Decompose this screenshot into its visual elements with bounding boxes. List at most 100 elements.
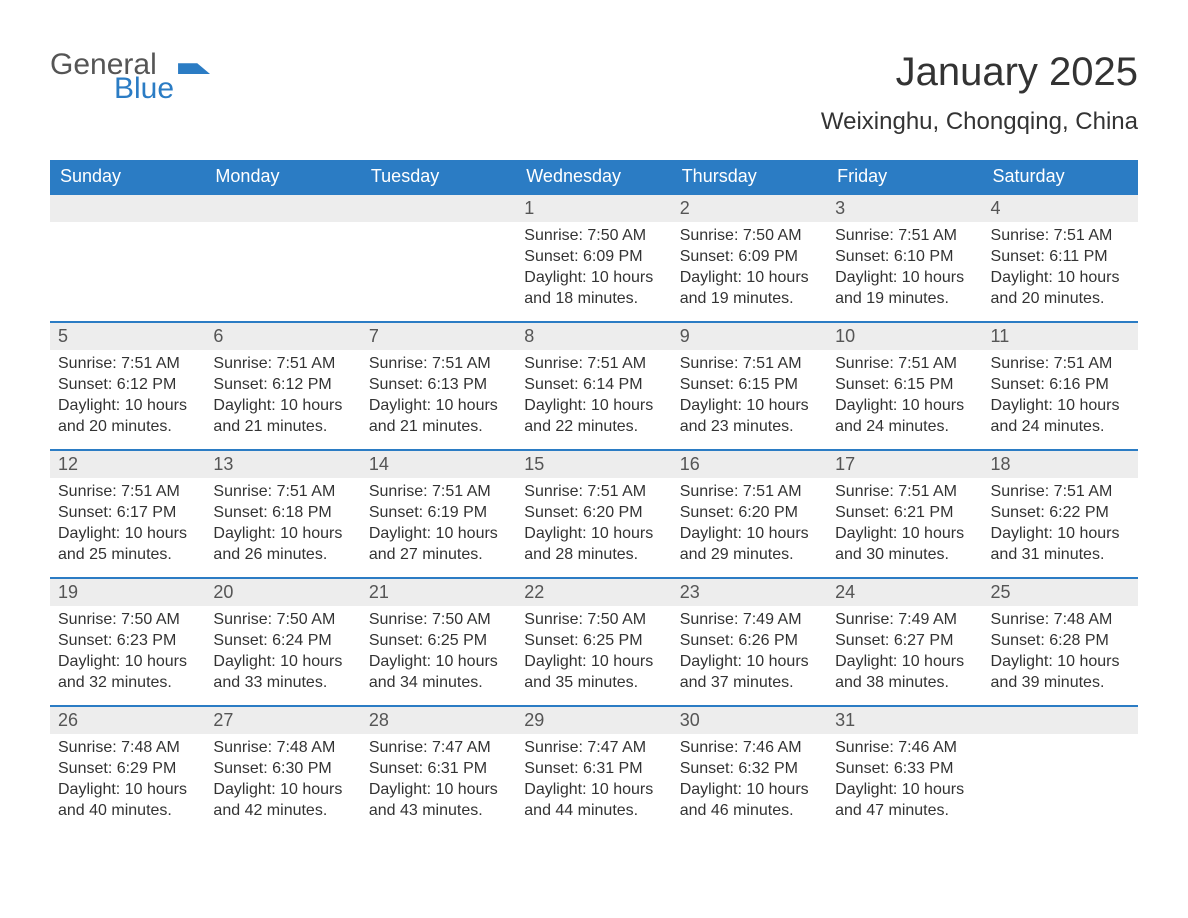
- day-number: [361, 195, 516, 222]
- day-data: Sunrise: 7:50 AMSunset: 6:25 PMDaylight:…: [361, 606, 516, 701]
- day-number: 10: [827, 323, 982, 350]
- daylight-text: Daylight: 10 hours and 19 minutes.: [835, 268, 974, 310]
- daylight-text: Daylight: 10 hours and 38 minutes.: [835, 652, 974, 694]
- calendar-cell: 25Sunrise: 7:48 AMSunset: 6:28 PMDayligh…: [983, 578, 1138, 706]
- sunset-text: Sunset: 6:31 PM: [369, 759, 508, 780]
- calendar-cell: 9Sunrise: 7:51 AMSunset: 6:15 PMDaylight…: [672, 322, 827, 450]
- day-data: Sunrise: 7:48 AMSunset: 6:30 PMDaylight:…: [205, 734, 360, 829]
- sunset-text: Sunset: 6:32 PM: [680, 759, 819, 780]
- sunrise-text: Sunrise: 7:46 AM: [680, 738, 819, 759]
- sunset-text: Sunset: 6:26 PM: [680, 631, 819, 652]
- calendar-cell: [50, 194, 205, 322]
- sunrise-text: Sunrise: 7:51 AM: [991, 354, 1130, 375]
- daylight-text: Daylight: 10 hours and 37 minutes.: [680, 652, 819, 694]
- logo-word2: Blue: [114, 74, 174, 104]
- day-data: Sunrise: 7:48 AMSunset: 6:28 PMDaylight:…: [983, 606, 1138, 701]
- daylight-text: Daylight: 10 hours and 47 minutes.: [835, 780, 974, 822]
- calendar-header-row: Sunday Monday Tuesday Wednesday Thursday…: [50, 160, 1138, 194]
- sunrise-text: Sunrise: 7:47 AM: [369, 738, 508, 759]
- sunrise-text: Sunrise: 7:51 AM: [369, 354, 508, 375]
- page: General Blue January 2025 Weixinghu, Cho…: [0, 0, 1188, 874]
- day-number: 8: [516, 323, 671, 350]
- sunset-text: Sunset: 6:14 PM: [524, 375, 663, 396]
- day-data: Sunrise: 7:51 AMSunset: 6:13 PMDaylight:…: [361, 350, 516, 445]
- day-number: 29: [516, 707, 671, 734]
- day-number: 30: [672, 707, 827, 734]
- day-data: Sunrise: 7:51 AMSunset: 6:14 PMDaylight:…: [516, 350, 671, 445]
- day-data: Sunrise: 7:51 AMSunset: 6:12 PMDaylight:…: [50, 350, 205, 445]
- day-data: Sunrise: 7:50 AMSunset: 6:25 PMDaylight:…: [516, 606, 671, 701]
- day-data: Sunrise: 7:51 AMSunset: 6:18 PMDaylight:…: [205, 478, 360, 573]
- calendar-cell: 18Sunrise: 7:51 AMSunset: 6:22 PMDayligh…: [983, 450, 1138, 578]
- sunrise-text: Sunrise: 7:50 AM: [524, 610, 663, 631]
- calendar-cell: 24Sunrise: 7:49 AMSunset: 6:27 PMDayligh…: [827, 578, 982, 706]
- calendar-cell: [205, 194, 360, 322]
- sunset-text: Sunset: 6:20 PM: [680, 503, 819, 524]
- day-number: 25: [983, 579, 1138, 606]
- day-number: 24: [827, 579, 982, 606]
- day-number: 28: [361, 707, 516, 734]
- day-number: 18: [983, 451, 1138, 478]
- day-data: Sunrise: 7:51 AMSunset: 6:20 PMDaylight:…: [516, 478, 671, 573]
- day-number: [50, 195, 205, 222]
- daylight-text: Daylight: 10 hours and 30 minutes.: [835, 524, 974, 566]
- calendar-cell: 10Sunrise: 7:51 AMSunset: 6:15 PMDayligh…: [827, 322, 982, 450]
- day-number: 17: [827, 451, 982, 478]
- daylight-text: Daylight: 10 hours and 28 minutes.: [524, 524, 663, 566]
- calendar-cell: 31Sunrise: 7:46 AMSunset: 6:33 PMDayligh…: [827, 706, 982, 834]
- calendar-cell: 8Sunrise: 7:51 AMSunset: 6:14 PMDaylight…: [516, 322, 671, 450]
- sunrise-text: Sunrise: 7:51 AM: [213, 482, 352, 503]
- calendar-cell: 16Sunrise: 7:51 AMSunset: 6:20 PMDayligh…: [672, 450, 827, 578]
- sunrise-text: Sunrise: 7:51 AM: [524, 354, 663, 375]
- calendar-cell: 2Sunrise: 7:50 AMSunset: 6:09 PMDaylight…: [672, 194, 827, 322]
- day-data: Sunrise: 7:47 AMSunset: 6:31 PMDaylight:…: [361, 734, 516, 829]
- location-subtitle: Weixinghu, Chongqing, China: [821, 108, 1138, 136]
- sunset-text: Sunset: 6:25 PM: [524, 631, 663, 652]
- sunset-text: Sunset: 6:17 PM: [58, 503, 197, 524]
- sunset-text: Sunset: 6:30 PM: [213, 759, 352, 780]
- daylight-text: Daylight: 10 hours and 19 minutes.: [680, 268, 819, 310]
- day-number: 13: [205, 451, 360, 478]
- sunset-text: Sunset: 6:22 PM: [991, 503, 1130, 524]
- day-number: 20: [205, 579, 360, 606]
- day-number: 16: [672, 451, 827, 478]
- day-number: 11: [983, 323, 1138, 350]
- sunset-text: Sunset: 6:29 PM: [58, 759, 197, 780]
- day-number: 3: [827, 195, 982, 222]
- page-title: January 2025: [821, 50, 1138, 94]
- calendar-cell: 22Sunrise: 7:50 AMSunset: 6:25 PMDayligh…: [516, 578, 671, 706]
- col-thursday: Thursday: [672, 160, 827, 194]
- day-data: Sunrise: 7:51 AMSunset: 6:12 PMDaylight:…: [205, 350, 360, 445]
- daylight-text: Daylight: 10 hours and 32 minutes.: [58, 652, 197, 694]
- col-saturday: Saturday: [983, 160, 1138, 194]
- sunrise-text: Sunrise: 7:51 AM: [835, 226, 974, 247]
- daylight-text: Daylight: 10 hours and 20 minutes.: [58, 396, 197, 438]
- calendar-week-row: 12Sunrise: 7:51 AMSunset: 6:17 PMDayligh…: [50, 450, 1138, 578]
- calendar-table: Sunday Monday Tuesday Wednesday Thursday…: [50, 160, 1138, 834]
- daylight-text: Daylight: 10 hours and 34 minutes.: [369, 652, 508, 694]
- day-number: 31: [827, 707, 982, 734]
- sunrise-text: Sunrise: 7:50 AM: [369, 610, 508, 631]
- calendar-cell: 13Sunrise: 7:51 AMSunset: 6:18 PMDayligh…: [205, 450, 360, 578]
- sunset-text: Sunset: 6:15 PM: [835, 375, 974, 396]
- sunrise-text: Sunrise: 7:50 AM: [58, 610, 197, 631]
- daylight-text: Daylight: 10 hours and 39 minutes.: [991, 652, 1130, 694]
- day-number: 9: [672, 323, 827, 350]
- day-number: 15: [516, 451, 671, 478]
- calendar-cell: [361, 194, 516, 322]
- sunset-text: Sunset: 6:16 PM: [991, 375, 1130, 396]
- sunset-text: Sunset: 6:12 PM: [213, 375, 352, 396]
- daylight-text: Daylight: 10 hours and 40 minutes.: [58, 780, 197, 822]
- day-number: 5: [50, 323, 205, 350]
- calendar-cell: 5Sunrise: 7:51 AMSunset: 6:12 PMDaylight…: [50, 322, 205, 450]
- sunrise-text: Sunrise: 7:51 AM: [835, 482, 974, 503]
- calendar-cell: 17Sunrise: 7:51 AMSunset: 6:21 PMDayligh…: [827, 450, 982, 578]
- daylight-text: Daylight: 10 hours and 27 minutes.: [369, 524, 508, 566]
- day-data: Sunrise: 7:51 AMSunset: 6:11 PMDaylight:…: [983, 222, 1138, 317]
- daylight-text: Daylight: 10 hours and 25 minutes.: [58, 524, 197, 566]
- day-number: 1: [516, 195, 671, 222]
- calendar-week-row: 5Sunrise: 7:51 AMSunset: 6:12 PMDaylight…: [50, 322, 1138, 450]
- day-number: 23: [672, 579, 827, 606]
- daylight-text: Daylight: 10 hours and 31 minutes.: [991, 524, 1130, 566]
- sunrise-text: Sunrise: 7:51 AM: [991, 226, 1130, 247]
